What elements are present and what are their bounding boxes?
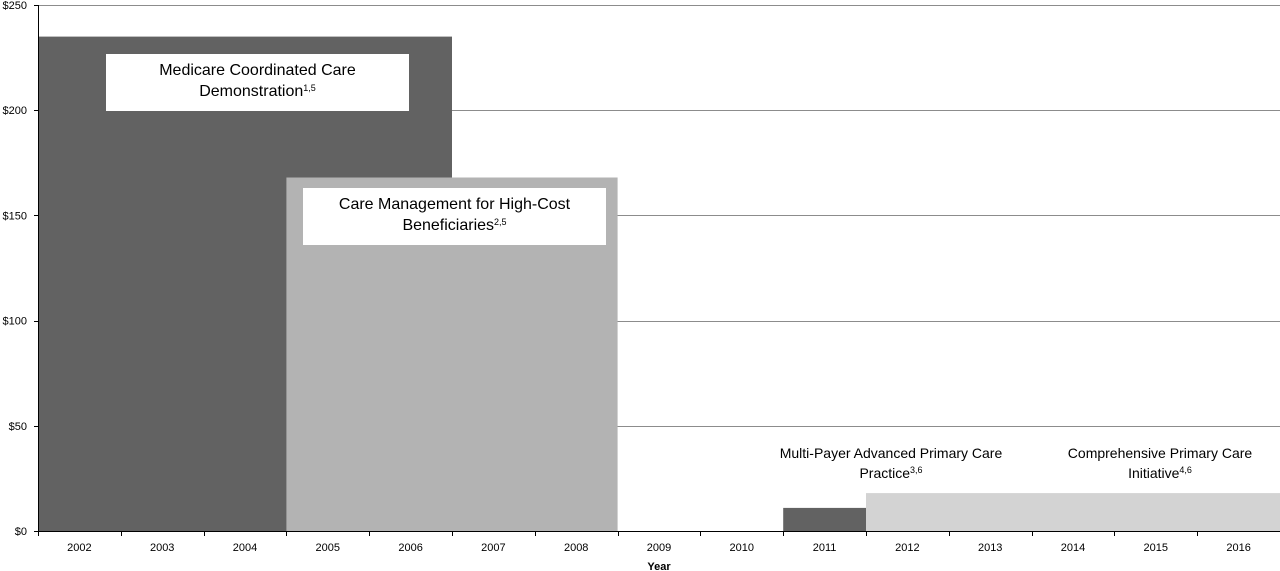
label-cmhcb-line1: Care Management for High-Cost <box>338 196 571 213</box>
label-cpci: Comprehensive Primary Care Initiative4,6 <box>1050 443 1270 483</box>
x-tick-label: 2013 <box>978 542 1002 554</box>
bar-mapcp <box>783 507 866 531</box>
label-mccd-sup: 1,5 <box>303 83 316 93</box>
label-mapcp-line2-wrap: Practice3,6 <box>760 463 1022 483</box>
x-tick-label: 2003 <box>150 542 174 554</box>
x-tick-label: 2016 <box>1226 542 1250 554</box>
y-tick-label: $150 <box>3 210 27 222</box>
x-tick-label: 2010 <box>730 542 754 554</box>
label-mapcp-sup: 3,6 <box>910 465 923 475</box>
bar-cpci <box>866 493 1280 531</box>
x-axis-label: Year <box>647 561 671 571</box>
label-cmhcb-line2: Beneficiaries <box>402 217 495 234</box>
x-tick-label: 2011 <box>813 542 837 554</box>
label-cmhcb-line2-wrap: Beneficiaries2,5 <box>303 215 606 236</box>
label-mapcp-line1: Multi-Payer Advanced Primary Care <box>779 445 1003 461</box>
x-tick-label: 2002 <box>67 542 91 554</box>
axes <box>34 5 1280 536</box>
y-tick-label: $100 <box>3 316 27 328</box>
label-cmhcb-sup: 2,5 <box>494 217 507 227</box>
label-cpci-sup: 4,6 <box>1179 465 1192 475</box>
label-mccd-line2-wrap: Demonstration1,5 <box>106 81 409 102</box>
x-tick-label: 2005 <box>316 542 340 554</box>
label-mapcp-line2: Practice <box>859 465 911 481</box>
x-tick-label: 2007 <box>481 542 505 554</box>
y-tick-label: $200 <box>3 105 27 117</box>
label-mapcp: Multi-Payer Advanced Primary Care Practi… <box>760 443 1022 483</box>
y-tick-label: $0 <box>15 526 27 538</box>
label-cmhcb: Care Management for High-Cost Beneficiar… <box>303 188 606 245</box>
x-tick-label: 2004 <box>233 542 257 554</box>
x-tick-label: 2012 <box>895 542 919 554</box>
x-tick-label: 2008 <box>564 542 588 554</box>
x-tick-label: 2006 <box>398 542 422 554</box>
label-cpci-line2: Initiative <box>1128 465 1180 481</box>
y-tick-label: $250 <box>3 0 27 12</box>
label-mccd-line2: Demonstration <box>199 83 304 100</box>
label-cpci-line1: Comprehensive Primary Care <box>1067 445 1253 461</box>
x-tick-label: 2014 <box>1061 542 1085 554</box>
x-tick-labels: 2002 2003 2004 2005 2006 2007 2008 2009 2010 2011… <box>67 542 1251 554</box>
y-tick-label: $50 <box>9 421 27 433</box>
label-mccd-line1: Medicare Coordinated Care <box>159 62 356 79</box>
x-tick-label: 2009 <box>647 542 671 554</box>
label-cpci-line2-wrap: Initiative4,6 <box>1050 463 1270 483</box>
x-tick-label: 2015 <box>1144 542 1168 554</box>
label-mccd: Medicare Coordinated Care Demonstration1… <box>106 54 409 111</box>
y-tick-labels: $0 $50 $100 $150 $200 $250 <box>3 0 27 538</box>
